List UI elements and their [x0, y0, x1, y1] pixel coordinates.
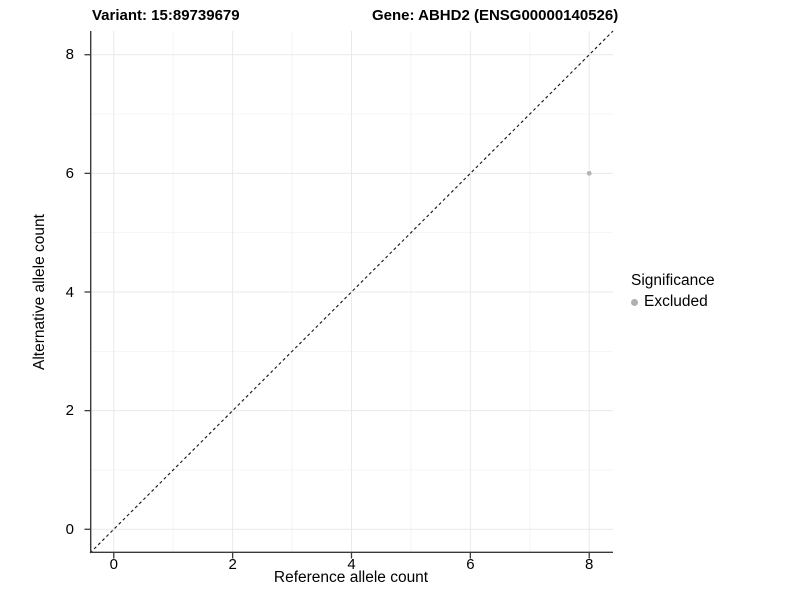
x-tick-label: 4 — [347, 556, 356, 573]
legend: Significance Excluded — [631, 272, 715, 311]
y-tick-label: 6 — [65, 164, 74, 182]
legend-item-label: Excluded — [644, 293, 708, 310]
y-tick-label: 8 — [65, 46, 74, 64]
y-tick-label: 0 — [65, 520, 74, 538]
legend-title: Significance — [631, 272, 715, 289]
scatter-plot-canvas — [84, 30, 614, 559]
x-tick-label: 8 — [585, 556, 594, 573]
x-tick-label: 0 — [109, 556, 118, 573]
plot-panel — [84, 30, 614, 559]
legend-circle-marker-icon — [631, 298, 638, 306]
variant-title: Variant: 15:89739679 — [92, 7, 240, 24]
gene-title: Gene: ABHD2 (ENSG00000140526) — [372, 7, 619, 24]
x-tick-label: 2 — [228, 556, 237, 573]
legend-item-excluded: Excluded — [631, 293, 715, 311]
x-axis-title: Reference allele count — [273, 569, 429, 586]
y-tick-label: 2 — [65, 402, 74, 420]
data-point — [586, 170, 592, 176]
y-tick-label: 4 — [65, 283, 74, 301]
x-tick-label: 6 — [466, 556, 475, 573]
identity-reference-line — [89, 30, 614, 554]
